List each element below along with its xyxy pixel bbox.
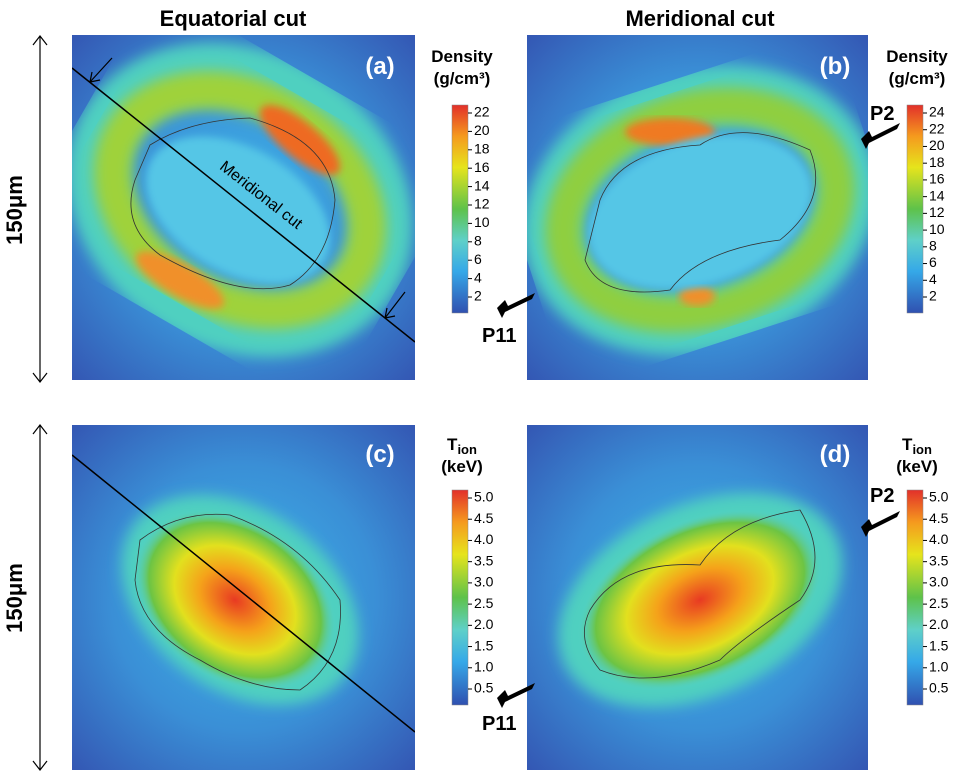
- colorbar-title: Density: [886, 47, 948, 66]
- colorbar-tick-label: 1.5: [474, 637, 494, 653]
- colorbar-tick-label: 8: [929, 238, 937, 254]
- colorbar-tick-label: 2: [474, 288, 482, 304]
- colorbar: [907, 105, 923, 313]
- colorbar-tick-label: 16: [474, 159, 490, 175]
- colorbar-tick-label: 12: [474, 196, 490, 212]
- colorbar-tick-label: 3.5: [929, 552, 949, 568]
- column-title: Meridional cut: [625, 6, 775, 31]
- colorbar-title-text: Density: [886, 47, 948, 66]
- colorbar: [907, 490, 923, 705]
- colorbar-tick-label: 6: [929, 254, 937, 270]
- colorbar-title-text: T: [902, 435, 913, 454]
- colorbar-tick-label: 0.5: [929, 680, 949, 696]
- panel-label: (a): [365, 53, 394, 80]
- colorbar-tick-label: 3.0: [929, 574, 949, 590]
- scale-label: 150μm: [2, 563, 27, 633]
- colorbar-tick-label: 10: [929, 221, 945, 237]
- colorbar-tick-label: 0.5: [474, 680, 494, 696]
- colorbar-tick-label: 2.0: [929, 616, 949, 632]
- colorbar-tick-label: 18: [474, 141, 490, 157]
- heatmap: [72, 425, 415, 770]
- colorbar-tick-label: 4.0: [929, 531, 949, 547]
- pointer-label: P2: [870, 103, 894, 125]
- colorbar-tick-label: 4.5: [929, 510, 949, 526]
- colorbar-tick-label: 18: [929, 154, 945, 170]
- colorbar-unit: (g/cm³): [889, 69, 946, 88]
- colorbar-title-text: T: [447, 435, 458, 454]
- colorbar-tick-label: 2.5: [474, 595, 494, 611]
- panel-label: (d): [820, 441, 851, 468]
- colorbar: [452, 490, 468, 705]
- colorbar-tick-label: 6: [474, 251, 482, 267]
- colorbar-tick-label: 4: [474, 269, 482, 285]
- colorbar-subscript: ion: [457, 442, 477, 457]
- colorbar-tick-label: 20: [474, 122, 490, 138]
- colorbar-title-text: Density: [431, 47, 493, 66]
- colorbar-tick-label: 3.0: [474, 574, 494, 590]
- colorbar-tick-label: 10: [474, 214, 490, 230]
- panel-label: (c): [365, 441, 394, 468]
- colorbar-tick-label: 20: [929, 137, 945, 153]
- pointer-label: P2: [870, 485, 894, 507]
- colorbar-tick-label: 3.5: [474, 552, 494, 568]
- heatmap: [523, 35, 876, 380]
- colorbar-tick-label: 1.0: [474, 658, 494, 674]
- scale-bar: [33, 36, 47, 770]
- colorbar-tick-label: 16: [929, 171, 945, 187]
- colorbar-title: Density: [431, 47, 493, 66]
- colorbar-tick-label: 12: [929, 204, 945, 220]
- colorbar-tick-label: 4: [929, 271, 937, 287]
- colorbar-unit: (g/cm³): [434, 69, 491, 88]
- colorbar-tick-label: 4.0: [474, 531, 494, 547]
- colorbar-title: Tion: [447, 435, 477, 457]
- heatmap: [524, 425, 876, 770]
- colorbar-tick-label: 2: [929, 288, 937, 304]
- panel-label: (b): [820, 53, 851, 80]
- colorbar-title: Tion: [902, 435, 932, 457]
- colorbar-tick-label: 2.0: [474, 616, 494, 632]
- colorbar-tick-label: 1.5: [929, 637, 949, 653]
- colorbar-tick-label: 8: [474, 233, 482, 249]
- colorbar-tick-label: 2.5: [929, 595, 949, 611]
- colorbar-unit: (keV): [896, 457, 938, 476]
- colorbar-tick-label: 14: [929, 187, 945, 203]
- colorbar-tick-label: 22: [474, 104, 490, 120]
- colorbar: [452, 105, 468, 313]
- colorbar-tick-label: 22: [929, 120, 945, 136]
- colorbar-tick-label: 5.0: [474, 489, 494, 505]
- colorbar-tick-label: 5.0: [929, 489, 949, 505]
- colorbar-unit: (keV): [441, 457, 483, 476]
- figure: Equatorial cut Meridional cut 150μm 150μ…: [0, 0, 953, 772]
- colorbar-tick-label: 24: [929, 104, 945, 120]
- colorbar-tick-label: 1.0: [929, 658, 949, 674]
- scale-label: 150μm: [2, 175, 27, 245]
- colorbar-tick-label: 14: [474, 177, 490, 193]
- pointer-label: P11: [482, 713, 516, 735]
- column-title: Equatorial cut: [160, 6, 307, 31]
- colorbar-tick-label: 4.5: [474, 510, 494, 526]
- colorbar-subscript: ion: [912, 442, 932, 457]
- pointer-label: P11: [482, 325, 516, 347]
